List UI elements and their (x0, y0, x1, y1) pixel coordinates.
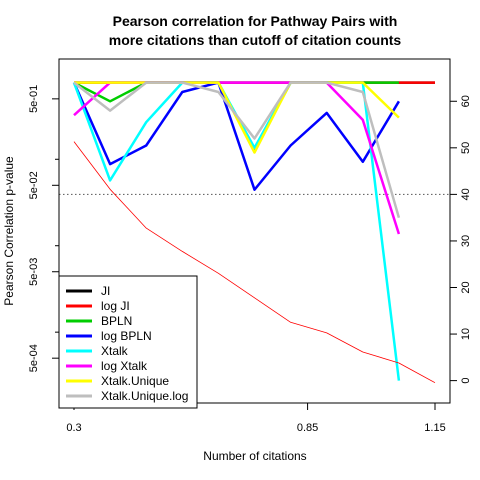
chart-title-line-1: Pearson correlation for Pathway Pairs wi… (113, 13, 398, 29)
y-left-tick-label: 5e-02 (28, 171, 40, 199)
y-left-tick-label: 5e-04 (28, 344, 40, 372)
y-right-tick-label: 0 (460, 378, 472, 384)
legend-label: log JI (101, 299, 130, 313)
y-right-tick-label: 60 (460, 95, 472, 107)
y-right-tick-label: 40 (460, 188, 472, 200)
legend-label: Xtalk.Unique (101, 374, 169, 388)
series-line-xtalk-unique (74, 81, 400, 154)
x-tick-label: 1.15 (424, 422, 445, 434)
legend-label: JI (101, 284, 110, 298)
legend-label: BPLN (101, 314, 132, 328)
series-line-log-bpln (72, 81, 400, 191)
y-left-axis: 5e-04 5e-03 5e-02 5e-01 (28, 85, 60, 372)
legend-label: Xtalk.Unique.log (101, 389, 188, 403)
y-right-tick-label: 30 (460, 235, 472, 247)
x-axis-label: Number of citations (203, 449, 306, 463)
y-left-tick-label: 5e-03 (28, 258, 40, 286)
y-right-tick-label: 20 (460, 281, 472, 293)
series-line-xtalk-unique-log (73, 81, 401, 219)
legend-label: log BPLN (101, 329, 152, 343)
y-left-tick-label: 5e-01 (28, 85, 40, 113)
series-line-thin-red (73, 141, 436, 384)
y-right-axis: 0 10 20 30 40 50 60 (449, 95, 472, 384)
chart-title-line-2: more citations than cutoff of citation c… (109, 32, 402, 48)
x-tick-label: 0.3 (66, 422, 81, 434)
y-right-tick-label: 50 (460, 142, 472, 154)
y-right-tick-label: 10 (460, 328, 472, 340)
legend-label: log Xtalk (101, 359, 148, 373)
legend-box (58, 275, 198, 409)
series-layer (72, 81, 436, 384)
y-axis-label: Pearson Correlation p-value (2, 156, 16, 306)
legend-label: Xtalk (101, 344, 129, 358)
x-tick-label: 0.85 (297, 422, 318, 434)
